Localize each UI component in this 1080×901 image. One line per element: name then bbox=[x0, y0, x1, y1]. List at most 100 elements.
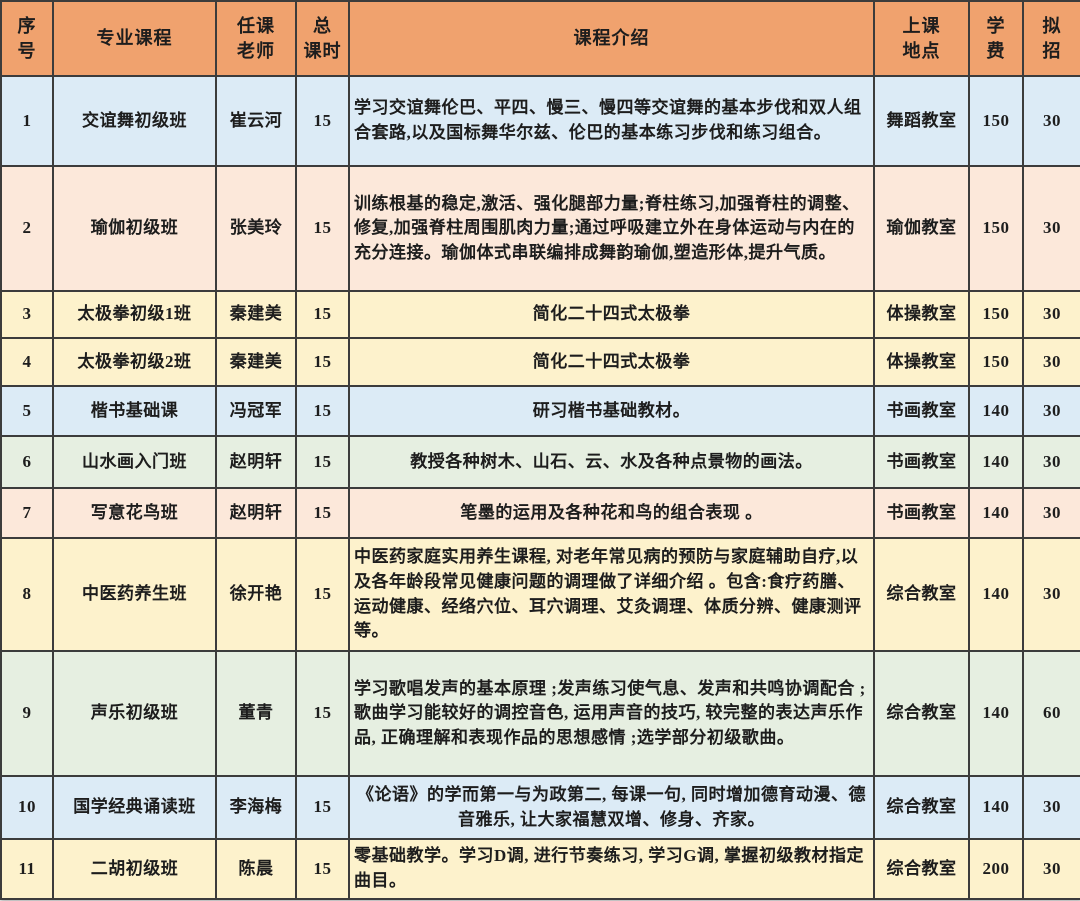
cell-desc: 零基础教学。学习D调, 进行节奏练习, 学习G调, 掌握初级教材指定曲目。 bbox=[348, 838, 875, 900]
cell-fee: 140 bbox=[968, 775, 1024, 840]
cell-fee: 150 bbox=[968, 337, 1024, 387]
cell-quota: 30 bbox=[1022, 385, 1080, 437]
cell-desc: 研习楷书基础教材。 bbox=[348, 385, 875, 437]
cell-quota: 30 bbox=[1022, 290, 1080, 339]
cell-quota: 30 bbox=[1022, 435, 1080, 489]
cell-quota: 60 bbox=[1022, 650, 1080, 777]
cell-location: 瑜伽教室 bbox=[873, 165, 970, 292]
cell-quota: 30 bbox=[1022, 775, 1080, 840]
cell-course: 太极拳初级1班 bbox=[52, 290, 217, 339]
cell-no: 11 bbox=[0, 838, 54, 900]
cell-desc: 中医药家庭实用养生课程, 对老年常见病的预防与家庭辅助自疗,以及各年龄段常见健康… bbox=[348, 537, 875, 652]
cell-teacher: 秦建美 bbox=[215, 290, 297, 339]
cell-location: 综合教室 bbox=[873, 650, 970, 777]
cell-course: 瑜伽初级班 bbox=[52, 165, 217, 292]
cell-location: 综合教室 bbox=[873, 537, 970, 652]
table-row: 10 国学经典诵读班 李海梅 15 《论语》的学而第一与为政第二, 每课一句, … bbox=[0, 775, 1080, 840]
table-row: 2 瑜伽初级班 张美玲 15 训练根基的稳定,激活、强化腿部力量;脊柱练习,加强… bbox=[0, 165, 1080, 292]
cell-fee: 150 bbox=[968, 290, 1024, 339]
cell-location: 舞蹈教室 bbox=[873, 75, 970, 167]
table-row: 3 太极拳初级1班 秦建美 15 简化二十四式太极拳 体操教室 150 30 bbox=[0, 290, 1080, 339]
table-row: 5 楷书基础课 冯冠军 15 研习楷书基础教材。 书画教室 140 30 bbox=[0, 385, 1080, 437]
cell-hours: 15 bbox=[295, 290, 350, 339]
cell-teacher: 陈晨 bbox=[215, 838, 297, 900]
cell-quota: 30 bbox=[1022, 537, 1080, 652]
cell-desc: 学习歌唱发声的基本原理 ;发声练习使气息、发声和共鸣协调配合 ;歌曲学习能较好的… bbox=[348, 650, 875, 777]
cell-no: 3 bbox=[0, 290, 54, 339]
header-location: 上课 地点 bbox=[873, 0, 970, 77]
cell-fee: 150 bbox=[968, 165, 1024, 292]
cell-desc: 笔墨的运用及各种花和鸟的组合表现 。 bbox=[348, 487, 875, 539]
cell-fee: 140 bbox=[968, 487, 1024, 539]
cell-teacher: 秦建美 bbox=[215, 337, 297, 387]
cell-course: 国学经典诵读班 bbox=[52, 775, 217, 840]
cell-no: 4 bbox=[0, 337, 54, 387]
cell-hours: 15 bbox=[295, 385, 350, 437]
table-row: 7 写意花鸟班 赵明轩 15 笔墨的运用及各种花和鸟的组合表现 。 书画教室 1… bbox=[0, 487, 1080, 539]
cell-hours: 15 bbox=[295, 537, 350, 652]
header-no: 序 号 bbox=[0, 0, 54, 77]
cell-quota: 30 bbox=[1022, 337, 1080, 387]
cell-location: 书画教室 bbox=[873, 435, 970, 489]
cell-location: 综合教室 bbox=[873, 775, 970, 840]
cell-fee: 140 bbox=[968, 537, 1024, 652]
cell-location: 体操教室 bbox=[873, 290, 970, 339]
cell-course: 楷书基础课 bbox=[52, 385, 217, 437]
cell-course: 太极拳初级2班 bbox=[52, 337, 217, 387]
cell-desc: 学习交谊舞伦巴、平四、慢三、慢四等交谊舞的基本步伐和双人组合套路,以及国标舞华尔… bbox=[348, 75, 875, 167]
cell-hours: 15 bbox=[295, 650, 350, 777]
cell-no: 6 bbox=[0, 435, 54, 489]
table-row: 11 二胡初级班 陈晨 15 零基础教学。学习D调, 进行节奏练习, 学习G调,… bbox=[0, 838, 1080, 900]
cell-location: 书画教室 bbox=[873, 487, 970, 539]
cell-hours: 15 bbox=[295, 775, 350, 840]
header-row: 序 号 专业课程 任课 老师 总 课时 课程介绍 上课 地点 学 费 拟 招 bbox=[0, 0, 1080, 77]
cell-course: 声乐初级班 bbox=[52, 650, 217, 777]
cell-teacher: 冯冠军 bbox=[215, 385, 297, 437]
header-course: 专业课程 bbox=[52, 0, 217, 77]
cell-fee: 140 bbox=[968, 385, 1024, 437]
cell-no: 10 bbox=[0, 775, 54, 840]
cell-desc: 训练根基的稳定,激活、强化腿部力量;脊柱练习,加强脊柱的调整、修复,加强脊柱周围… bbox=[348, 165, 875, 292]
cell-location: 综合教室 bbox=[873, 838, 970, 900]
header-desc: 课程介绍 bbox=[348, 0, 875, 77]
cell-quota: 30 bbox=[1022, 75, 1080, 167]
cell-hours: 15 bbox=[295, 75, 350, 167]
table-row: 8 中医药养生班 徐开艳 15 中医药家庭实用养生课程, 对老年常见病的预防与家… bbox=[0, 537, 1080, 652]
cell-teacher: 赵明轩 bbox=[215, 487, 297, 539]
cell-course: 交谊舞初级班 bbox=[52, 75, 217, 167]
cell-desc: 简化二十四式太极拳 bbox=[348, 337, 875, 387]
cell-teacher: 赵明轩 bbox=[215, 435, 297, 489]
cell-teacher: 徐开艳 bbox=[215, 537, 297, 652]
cell-quota: 30 bbox=[1022, 487, 1080, 539]
cell-no: 7 bbox=[0, 487, 54, 539]
header-fee: 学 费 bbox=[968, 0, 1024, 77]
table-row: 9 声乐初级班 董青 15 学习歌唱发声的基本原理 ;发声练习使气息、发声和共鸣… bbox=[0, 650, 1080, 777]
table-row: 4 太极拳初级2班 秦建美 15 简化二十四式太极拳 体操教室 150 30 bbox=[0, 337, 1080, 387]
cell-no: 8 bbox=[0, 537, 54, 652]
cell-desc: 简化二十四式太极拳 bbox=[348, 290, 875, 339]
cell-course: 中医药养生班 bbox=[52, 537, 217, 652]
cell-no: 1 bbox=[0, 75, 54, 167]
cell-fee: 140 bbox=[968, 435, 1024, 489]
cell-location: 体操教室 bbox=[873, 337, 970, 387]
cell-desc: 教授各种树木、山石、云、水及各种点景物的画法。 bbox=[348, 435, 875, 489]
cell-teacher: 董青 bbox=[215, 650, 297, 777]
cell-no: 5 bbox=[0, 385, 54, 437]
cell-hours: 15 bbox=[295, 337, 350, 387]
cell-hours: 15 bbox=[295, 487, 350, 539]
cell-teacher: 崔云河 bbox=[215, 75, 297, 167]
cell-fee: 140 bbox=[968, 650, 1024, 777]
cell-fee: 150 bbox=[968, 75, 1024, 167]
cell-no: 2 bbox=[0, 165, 54, 292]
cell-course: 写意花鸟班 bbox=[52, 487, 217, 539]
cell-hours: 15 bbox=[295, 165, 350, 292]
cell-no: 9 bbox=[0, 650, 54, 777]
cell-teacher: 李海梅 bbox=[215, 775, 297, 840]
cell-course: 二胡初级班 bbox=[52, 838, 217, 900]
cell-fee: 200 bbox=[968, 838, 1024, 900]
cell-teacher: 张美玲 bbox=[215, 165, 297, 292]
table-row: 1 交谊舞初级班 崔云河 15 学习交谊舞伦巴、平四、慢三、慢四等交谊舞的基本步… bbox=[0, 75, 1080, 167]
cell-quota: 30 bbox=[1022, 165, 1080, 292]
header-quota: 拟 招 bbox=[1022, 0, 1080, 77]
